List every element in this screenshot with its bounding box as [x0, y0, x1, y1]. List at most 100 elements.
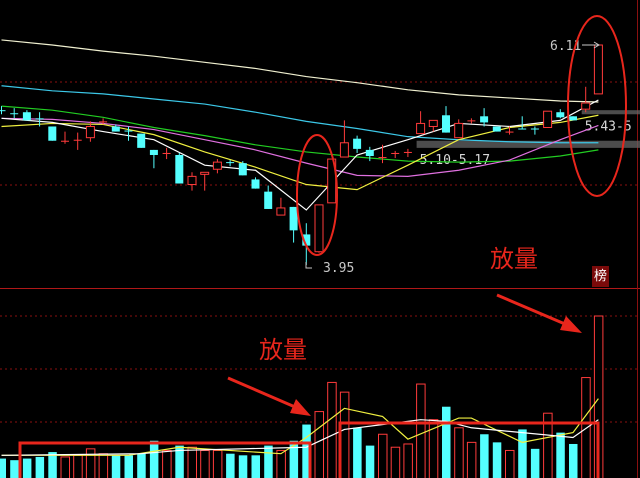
candle-body [137, 133, 146, 148]
candle-body [543, 110, 553, 128]
candle-body [251, 179, 260, 189]
volume-bar [226, 453, 235, 478]
candle [35, 112, 44, 127]
volume-bar [212, 449, 223, 478]
volume-bar [518, 429, 527, 478]
support-zone-label: 5.10-5.17 [420, 153, 490, 168]
candle-body [85, 125, 95, 139]
volume-bar [289, 440, 299, 478]
candle [391, 150, 400, 159]
candle [505, 126, 514, 135]
candle [416, 111, 426, 135]
candle-body [35, 118, 44, 120]
support-zone-label: 5.43-5 [585, 119, 632, 134]
candle-body [505, 131, 514, 133]
candle-body [518, 128, 527, 130]
volume-bar [403, 443, 413, 478]
candle [251, 177, 260, 189]
volume-bar [327, 381, 337, 478]
candle [480, 108, 489, 127]
candle [467, 118, 476, 124]
candle [22, 110, 31, 121]
candle [10, 108, 19, 119]
candle-body [99, 121, 108, 123]
candle-body [339, 142, 349, 158]
candle [99, 118, 108, 125]
volume-bar [0, 458, 6, 478]
candle [149, 149, 158, 169]
volume-bar [85, 448, 96, 478]
candle-body [10, 113, 19, 115]
candle [339, 120, 349, 158]
candle-body [492, 126, 501, 132]
volume-bar [569, 443, 578, 478]
volume-bar [276, 449, 286, 478]
volume-bar [543, 412, 553, 478]
volume-bar [416, 383, 426, 478]
candle-body [289, 206, 298, 231]
volume-bar [251, 455, 260, 478]
volume-bar [593, 315, 604, 478]
candle [200, 171, 210, 191]
candle [137, 133, 146, 148]
volume-bar [353, 427, 362, 478]
candle-body [238, 163, 247, 176]
candle [378, 144, 387, 164]
highlight-box [338, 421, 600, 478]
arrow-icon [496, 293, 573, 329]
candle [593, 44, 603, 95]
volume-bar [314, 411, 324, 478]
candle [264, 185, 273, 209]
candle-body [0, 110, 6, 112]
candle [276, 197, 286, 216]
candle [73, 132, 82, 150]
volume-bar [137, 453, 146, 478]
volume-bar [111, 455, 121, 478]
candle [0, 106, 6, 115]
candle-body [276, 207, 286, 216]
candle [314, 204, 324, 253]
volume-bar [48, 452, 57, 478]
candle [518, 116, 527, 130]
volume-bar [238, 455, 248, 478]
arrow-head-icon [593, 41, 600, 49]
volume-bar [442, 406, 451, 478]
candle-body [314, 204, 324, 253]
volume-ma-line [1, 419, 599, 456]
volume-bar [162, 449, 172, 478]
candle-body [378, 157, 387, 159]
volume-bar [175, 445, 184, 478]
ranking-badge[interactable]: 榜 [592, 266, 609, 287]
volume-bar [35, 456, 45, 478]
annotation-overlays: 放量 放量 [18, 15, 627, 478]
volume-bar [149, 440, 159, 478]
moving-average-line [1, 85, 599, 144]
volume-bar [60, 456, 70, 478]
volume-bar [492, 442, 502, 478]
candle-body [22, 112, 31, 121]
moving-average-line [1, 99, 599, 211]
candle-body [353, 138, 362, 149]
candle [61, 131, 69, 144]
volume-bar [302, 424, 311, 478]
candle [569, 116, 577, 121]
volume-bar [124, 455, 133, 478]
volume-bar [466, 441, 477, 478]
volume-surge-label: 放量 [259, 336, 307, 364]
volume-bar [22, 458, 32, 478]
candle [289, 206, 298, 243]
candlesticks [0, 44, 603, 265]
candle [187, 172, 197, 191]
candle-body [200, 171, 210, 175]
volume-bar [390, 446, 401, 478]
volume-bar [428, 419, 439, 478]
candle-body [581, 102, 591, 110]
volume-bar [187, 446, 197, 478]
arrow-head-icon [290, 399, 311, 416]
low-marker: 3.95 [305, 261, 354, 276]
candle-body [428, 119, 438, 127]
volume-bar [339, 391, 350, 478]
volume-bars [0, 315, 604, 478]
candle [543, 110, 553, 128]
